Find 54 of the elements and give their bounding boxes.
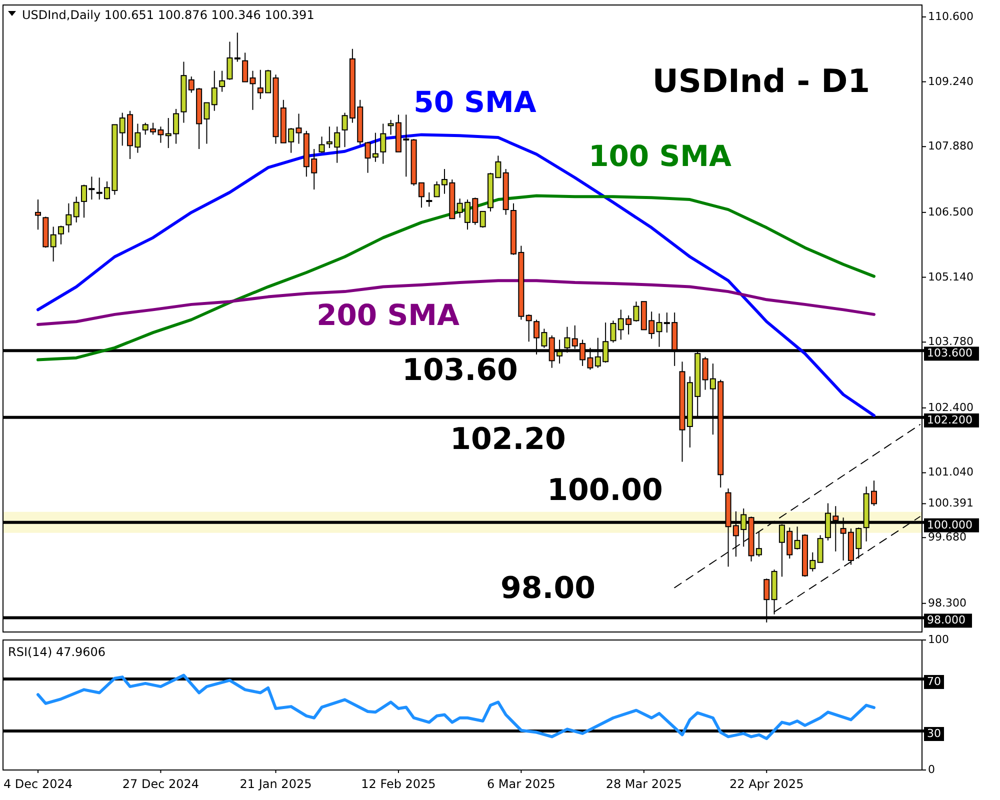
candlestick — [817, 534, 824, 563]
candlestick — [35, 199, 41, 230]
candlestick — [211, 70, 218, 112]
candlestick — [380, 123, 386, 164]
candlestick — [73, 196, 80, 223]
annotation: 102.20 — [450, 422, 566, 458]
x-tick-label: 6 Mar 2025 — [486, 777, 556, 791]
x-tick-label: 21 Jan 2025 — [240, 777, 312, 791]
chart-subtitle: RSI(14) 47.9606 — [8, 645, 106, 659]
candlestick — [226, 41, 233, 80]
candlestick — [610, 320, 616, 344]
candlestick — [50, 226, 56, 262]
annotation: 103.60 — [402, 353, 518, 388]
chart-subtitle: USDInd,Daily 100.651 100.876 100.346 100.391 — [22, 8, 314, 22]
ref-line-label: 30 — [927, 727, 941, 740]
candlestick — [234, 32, 240, 62]
y-tick-label: 98.300 — [928, 596, 966, 610]
y-tick-label: 0 — [928, 763, 935, 776]
x-tick-label: 27 Dec 2024 — [122, 777, 200, 791]
series-label: 50 SMA — [414, 84, 537, 119]
line-series — [36, 674, 876, 740]
x-tick-label: 12 Feb 2025 — [361, 777, 436, 791]
y-tick-label: 109.240 — [928, 74, 974, 88]
candlestick — [58, 225, 64, 245]
annotation: 98.00 — [500, 571, 596, 606]
x-tick-label: 22 Apr 2025 — [730, 777, 804, 791]
line-series — [36, 133, 876, 418]
ref-line-label: 100.000 — [927, 518, 972, 532]
candlestick — [426, 192, 432, 208]
y-tick-label: 110.600 — [928, 10, 974, 23]
y-tick-label: 107.880 — [928, 140, 974, 153]
y-tick-label: 102.400 — [928, 400, 974, 414]
ref-line-label: 102.200 — [927, 413, 972, 426]
y-tick-label: 101.040 — [928, 466, 974, 479]
candlestick — [480, 210, 486, 228]
series-label: 100 SMA — [588, 138, 732, 173]
x-tick-label: 4 Dec 2024 — [3, 777, 73, 791]
y-tick-label: 100 — [928, 633, 949, 646]
line-series — [36, 279, 876, 326]
y-tick-label: 106.500 — [928, 205, 974, 218]
ref-line-label: 98.000 — [927, 614, 966, 627]
y-tick-label: 103.780 — [928, 335, 974, 348]
candlestick — [526, 314, 532, 342]
x-tick-label: 28 Mar 2025 — [606, 777, 682, 791]
annotation: 100.00 — [547, 473, 663, 508]
candlestick — [219, 70, 226, 92]
candlestick — [66, 202, 72, 233]
text: USDInd - D1 — [652, 62, 870, 100]
series-label: 200 SMA — [316, 298, 460, 332]
y-tick-label: 99.680 — [928, 530, 966, 544]
ref-line-label: 70 — [927, 675, 941, 688]
ref-line-label: 103.600 — [927, 346, 972, 360]
y-tick-label: 100.391 — [928, 496, 974, 510]
y-tick-label: 105.140 — [928, 270, 974, 284]
